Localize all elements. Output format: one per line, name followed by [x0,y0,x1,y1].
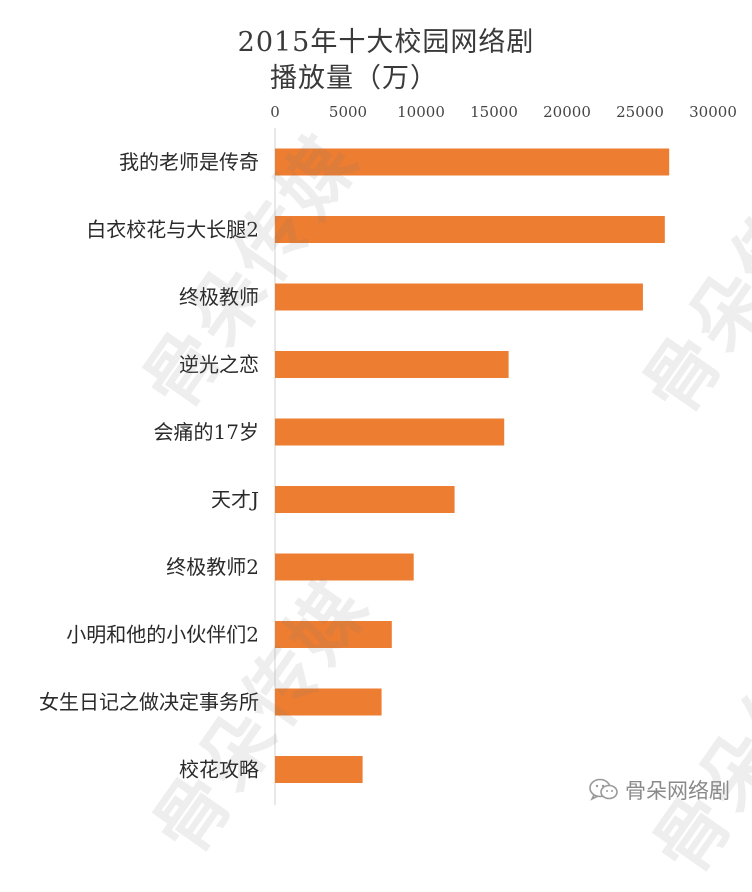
x-tick-label: 10000 [397,103,445,121]
bar [275,351,509,378]
category-label: 天才J [211,488,259,512]
category-label: 女生日记之做决定事务所 [39,690,259,714]
bar [275,216,665,243]
category-label: 终极教师2 [166,555,259,579]
x-tick-label: 25000 [616,103,664,121]
bar [275,553,414,581]
bar [275,418,505,446]
footer-watermark: 骨朵网络剧 [589,775,730,805]
bar [275,621,392,648]
bars [275,148,670,783]
category-label: 小明和他的小伙伴们2 [66,623,259,647]
category-label: 会痛的17岁 [154,420,259,444]
bar [275,148,670,176]
x-tick-label: 5000 [329,103,367,121]
footer-watermark-text: 骨朵网络剧 [625,779,730,803]
wechat-icon [589,778,618,801]
x-tick-label: 15000 [470,103,518,121]
category-label: 逆光之恋 [179,353,259,377]
category-label: 白衣校花与大长腿2 [86,218,259,242]
x-tick-label: 0 [270,103,280,121]
category-label: 校花攻略 [179,758,259,782]
x-tick-labels: 0 5000 10000 15000 20000 25000 30000 [270,103,737,121]
chart-root: 2015年十大校园网络剧 播放量（万） 0 5000 10000 15000 20000… [39,27,752,890]
chart-subtitle: 播放量（万） [270,63,438,94]
chart-title: 2015年十大校园网络剧 [237,27,535,58]
bar [275,756,363,783]
category-label: 终极教师 [179,285,259,309]
category-label: 我的老师是传奇 [119,150,259,174]
x-tick-label: 20000 [543,103,591,121]
bar [275,486,455,513]
bar [275,688,382,716]
x-tick-label: 30000 [689,103,737,121]
bar [275,283,643,311]
bar-chart: 0 5000 10000 15000 20000 25000 30000 我的老师是传奇白衣… [39,103,737,805]
